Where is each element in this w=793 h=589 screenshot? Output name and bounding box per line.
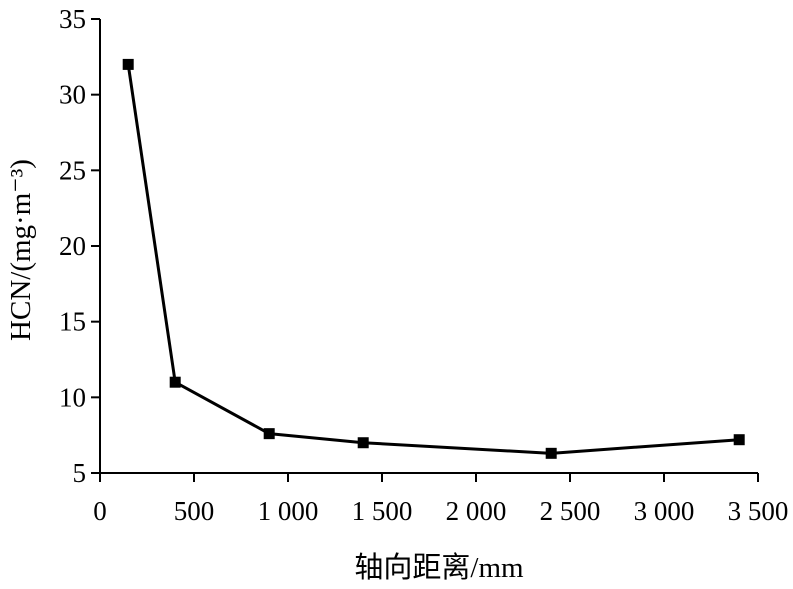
y-axis-title: HCN/(mg·m⁻³) <box>5 159 37 341</box>
data-point-square <box>122 58 134 70</box>
x-ticks: 0 500 1 000 1 500 2 000 2 500 3 000 3 500 <box>93 473 788 526</box>
data-point-square <box>169 376 181 388</box>
series <box>122 58 745 459</box>
y-tick-label: 20 <box>59 231 86 261</box>
series-line <box>126 64 740 455</box>
y-tick-label: 5 <box>73 458 87 488</box>
x-tick-label: 2 000 <box>446 496 507 526</box>
y-tick-label: 25 <box>59 155 86 185</box>
data-point-square <box>545 447 557 459</box>
y-tick-label: 15 <box>59 307 86 337</box>
x-tick-label: 3 000 <box>634 496 695 526</box>
x-axis-title: 轴向距离/mm <box>354 551 524 584</box>
data-point-square <box>263 428 275 440</box>
y-tick-label: 35 <box>59 4 86 34</box>
data-point-square <box>733 434 745 446</box>
y-tick-label: 30 <box>59 80 86 110</box>
x-tick-label: 1 500 <box>352 496 413 526</box>
y-ticks: 5 10 15 20 25 30 35 <box>59 4 100 488</box>
x-tick-label: 2 500 <box>540 496 601 526</box>
x-tick-label: 500 <box>174 496 215 526</box>
y-tick-label: 10 <box>59 382 86 412</box>
x-tick-label: 1 000 <box>258 496 319 526</box>
x-tick-label: 0 <box>93 496 107 526</box>
data-point-square <box>357 437 369 449</box>
axes <box>99 19 758 474</box>
x-tick-label: 3 500 <box>728 496 789 526</box>
